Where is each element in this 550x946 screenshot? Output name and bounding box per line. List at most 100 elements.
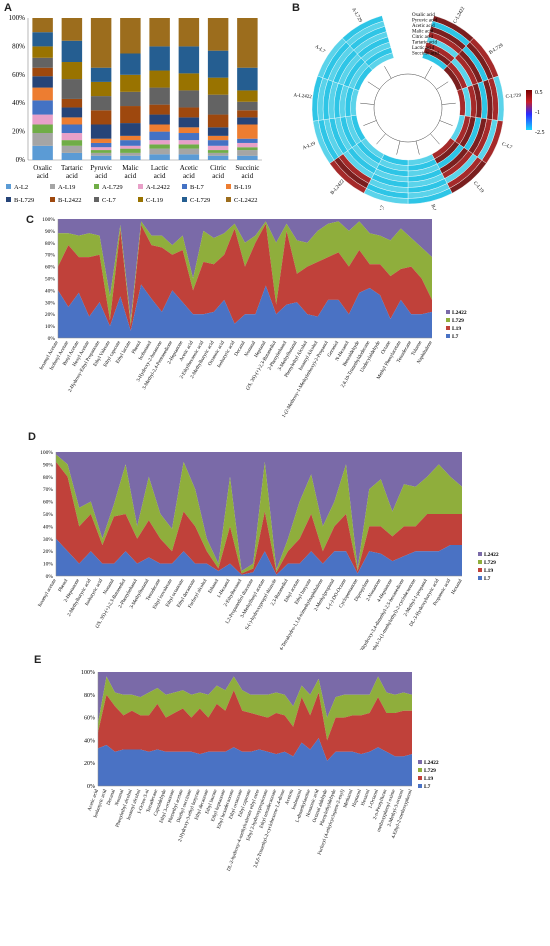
legend-swatch — [138, 184, 143, 189]
x-tick-label: Nonanal — [115, 788, 126, 806]
color-scale-label: -2.5 — [535, 130, 545, 136]
legend-label: L19 — [424, 776, 433, 782]
area-series-l2422 — [98, 672, 412, 724]
bar-segment-a-l2 — [120, 155, 141, 160]
x-tick-label: Malic — [122, 164, 138, 172]
y-tick-label: 50% — [45, 277, 56, 283]
bar-segment-c-l2422 — [178, 18, 200, 47]
legend-label: L7 — [484, 576, 491, 582]
y-tick-label: 80% — [43, 475, 54, 481]
legend-swatch — [446, 318, 450, 322]
bar-segment-c-l19 — [32, 46, 53, 58]
legend-label: B-L2422 — [58, 197, 81, 204]
bar-segment-a-l19 — [32, 133, 53, 146]
y-tick-label: 100% — [81, 670, 95, 676]
legend-swatch — [418, 760, 422, 764]
area-series-l2422 — [56, 452, 462, 572]
bar-segment-b-l7 — [237, 138, 258, 143]
dendrogram-branch — [360, 102, 375, 105]
y-tick-label: 70% — [45, 253, 56, 259]
bar-segment-b-l729 — [120, 123, 141, 136]
legend-swatch — [446, 310, 450, 314]
color-scale-label: -1 — [535, 110, 540, 116]
bar-segment-b-l2422 — [237, 110, 258, 118]
y-tick-label: 100% — [9, 14, 26, 22]
sample-label: A-L729 — [350, 7, 362, 24]
legend-label: L7 — [452, 334, 459, 340]
bar-segment-a-l2422 — [178, 140, 200, 145]
x-tick-label: Octane — [381, 340, 393, 355]
bar-segment-c-l7 — [237, 101, 258, 111]
y-tick-label: 20% — [45, 312, 56, 318]
legend-label: A-L2422 — [146, 184, 170, 191]
bar-segment-c-l2422 — [120, 18, 141, 54]
ring-label: Tartaric acid — [412, 41, 438, 46]
legend-label: L2422 — [452, 310, 467, 316]
bar-segment-c-l729 — [207, 50, 229, 78]
bar-segment-c-l7 — [149, 87, 170, 105]
x-tick-label: Acetic — [180, 164, 198, 172]
bar-segment-a-l2422 — [32, 114, 53, 125]
y-tick-label: 60% — [43, 500, 54, 506]
legend-label: B-L729 — [14, 197, 34, 204]
bar-segment-a-l2 — [61, 152, 83, 160]
bar-segment-a-l19 — [207, 152, 229, 156]
bar-segment-b-l7 — [90, 142, 112, 148]
bar-segment-a-l729 — [178, 144, 200, 149]
bar-segment-a-l729 — [61, 140, 83, 146]
y-tick-label: 20% — [43, 549, 54, 555]
bar-segment-c-l19 — [120, 74, 141, 92]
legend-label: C-L2422 — [234, 197, 257, 204]
ring-label: Citric acid — [412, 35, 433, 40]
y-tick-label: 60% — [12, 71, 25, 79]
bar-segment-c-l7 — [207, 94, 229, 115]
y-tick-label: 60% — [84, 716, 95, 722]
bar-segment-a-l2422 — [149, 140, 170, 145]
legend-label: C-L7 — [102, 197, 116, 204]
bar-segment-b-l2422 — [32, 67, 53, 77]
bar-segment-b-l7 — [178, 133, 200, 141]
dendrogram-branch — [430, 133, 440, 145]
area-series-l19 — [58, 223, 432, 331]
x-tick-label: acid — [183, 172, 195, 180]
bar-segment-b-l729 — [61, 107, 83, 118]
bar-segment-c-l7 — [90, 96, 112, 111]
bar-segment-b-l7 — [207, 140, 229, 146]
y-tick-label: 80% — [12, 42, 25, 50]
sample-label: C-L19 — [472, 181, 485, 195]
bar-segment-c-l2422 — [90, 18, 112, 68]
x-tick-label: Lactic — [151, 164, 169, 172]
bar-segment-c-l7 — [61, 79, 83, 99]
dendrogram-branch — [376, 133, 386, 145]
bar-segment-b-l7 — [32, 100, 53, 115]
sample-label: C-L729 — [505, 93, 521, 100]
x-tick-label: acid — [37, 172, 49, 180]
sample-label: B-L729 — [489, 43, 505, 56]
bar-segment-a-l19 — [237, 150, 258, 156]
bar-segment-b-l2422 — [61, 98, 83, 108]
x-tick-label: Hexanol — [361, 788, 372, 806]
bar-segment-a-l729 — [149, 144, 170, 149]
legend-swatch — [94, 184, 99, 189]
dendrogram-branch — [367, 81, 380, 90]
bar-segment-c-l2422 — [207, 18, 229, 51]
y-tick-label: 0% — [46, 574, 54, 580]
ring-label: Pyruvic acid — [412, 19, 438, 24]
y-tick-label: 90% — [43, 462, 54, 468]
bar-segment-c-l19 — [61, 62, 83, 80]
legend-swatch — [418, 776, 422, 780]
legend-swatch — [478, 552, 482, 556]
bar-segment-a-l2 — [32, 145, 53, 160]
bar-segment-b-l19 — [90, 138, 112, 143]
y-tick-label: 30% — [45, 300, 56, 306]
panel-d-stacked-area-chart: 0% 10% 20% 30% 40% 50% 60% 70% 80% 90% 100% Isoamyl… — [38, 450, 499, 650]
bar-segment-a-l2 — [149, 154, 170, 160]
bar-segment-c-l2422 — [149, 18, 170, 47]
x-tick-label: Citric — [210, 164, 226, 172]
y-tick-label: 70% — [43, 487, 54, 493]
area-series-l729 — [56, 454, 462, 574]
sample-label: B-L19 — [430, 204, 438, 210]
ring-label: Lactic acid — [412, 46, 435, 51]
ring-label: Oxalic acid — [412, 13, 435, 18]
y-tick-label: 0% — [48, 336, 56, 342]
